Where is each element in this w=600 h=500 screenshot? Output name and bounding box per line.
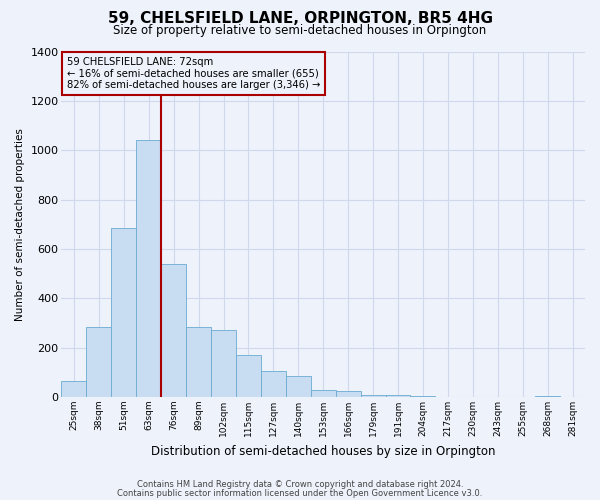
Bar — [335, 391, 361, 397]
X-axis label: Distribution of semi-detached houses by size in Orpington: Distribution of semi-detached houses by … — [151, 444, 496, 458]
Bar — [361, 394, 386, 397]
Text: Contains HM Land Registry data © Crown copyright and database right 2024.: Contains HM Land Registry data © Crown c… — [137, 480, 463, 489]
Bar — [86, 326, 112, 397]
Bar — [410, 396, 436, 397]
Bar — [186, 326, 211, 397]
Bar — [112, 228, 136, 397]
Bar — [535, 396, 560, 397]
Bar — [136, 140, 161, 397]
Bar — [261, 371, 286, 397]
Text: 59, CHELSFIELD LANE, ORPINGTON, BR5 4HG: 59, CHELSFIELD LANE, ORPINGTON, BR5 4HG — [107, 11, 493, 26]
Bar — [311, 390, 335, 397]
Bar — [236, 355, 261, 397]
Text: Contains public sector information licensed under the Open Government Licence v3: Contains public sector information licen… — [118, 489, 482, 498]
Text: 59 CHELSFIELD LANE: 72sqm
← 16% of semi-detached houses are smaller (655)
82% of: 59 CHELSFIELD LANE: 72sqm ← 16% of semi-… — [67, 56, 320, 90]
Bar — [286, 376, 311, 397]
Bar — [386, 394, 410, 397]
Bar — [61, 381, 86, 397]
Bar — [211, 330, 236, 397]
Bar — [161, 264, 186, 397]
Y-axis label: Number of semi-detached properties: Number of semi-detached properties — [15, 128, 25, 320]
Text: Size of property relative to semi-detached houses in Orpington: Size of property relative to semi-detach… — [113, 24, 487, 37]
